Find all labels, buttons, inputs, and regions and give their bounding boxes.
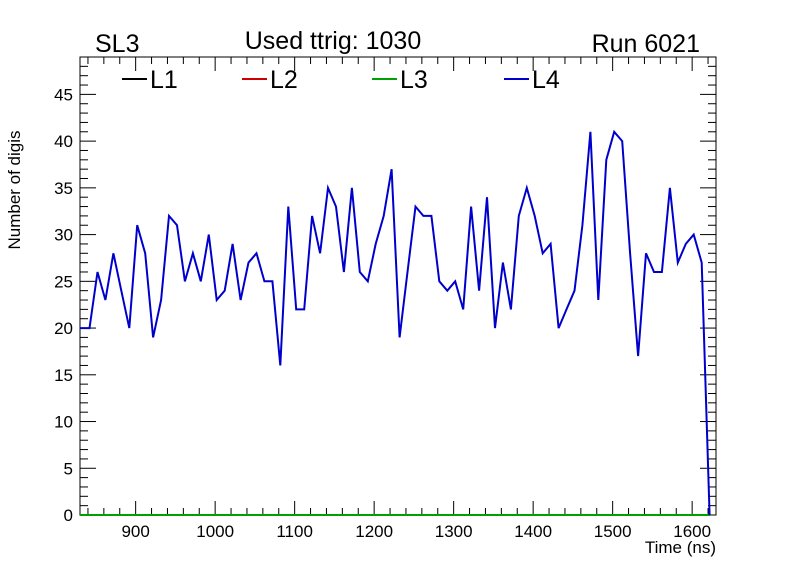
x-tick-label: 900	[121, 522, 149, 541]
series-line-l4	[80, 129, 711, 516]
axis-ticks	[80, 56, 716, 516]
run-label: Run 6021	[592, 30, 700, 58]
x-tick-label: 1100	[276, 522, 313, 541]
legend-label-l3: L3	[400, 66, 428, 94]
y-tick-label: 0	[64, 506, 73, 525]
y-tick-label: 40	[54, 132, 73, 151]
y-tick-label: 35	[54, 179, 73, 198]
y-tick-label: 5	[64, 459, 73, 478]
y-tick-label: 30	[54, 226, 73, 245]
legend-label-l2: L2	[270, 66, 298, 94]
y-tick-label: 15	[54, 366, 73, 385]
x-tick-label: 1200	[355, 522, 393, 541]
x-tick-label: 1300	[435, 522, 473, 541]
sl-label: SL3	[95, 30, 139, 58]
legend-label-l4: L4	[532, 66, 560, 94]
x-tick-label: 1600	[673, 522, 711, 541]
axis-tick-labels: 900 1000 1100 1200 1300 1400 1500 1600 0 5 10 15 20 2…	[54, 85, 711, 541]
x-tick-label: 1400	[514, 522, 552, 541]
y-tick-label: 45	[54, 85, 73, 104]
x-axis-label: Time (ns)	[645, 538, 716, 557]
y-tick-label: 10	[54, 413, 73, 432]
legend-label-l1: L1	[150, 66, 178, 94]
y-tick-label: 20	[54, 319, 73, 338]
chart-title: Used ttrig: 1030	[245, 27, 422, 55]
x-tick-label: 1000	[196, 522, 234, 541]
y-axis-label: Number of digis	[5, 130, 24, 249]
series-lines	[80, 129, 711, 516]
x-tick-label: 1500	[594, 522, 632, 541]
y-tick-label: 25	[54, 272, 73, 291]
legend: L1 L2 L3 L4	[122, 66, 560, 94]
